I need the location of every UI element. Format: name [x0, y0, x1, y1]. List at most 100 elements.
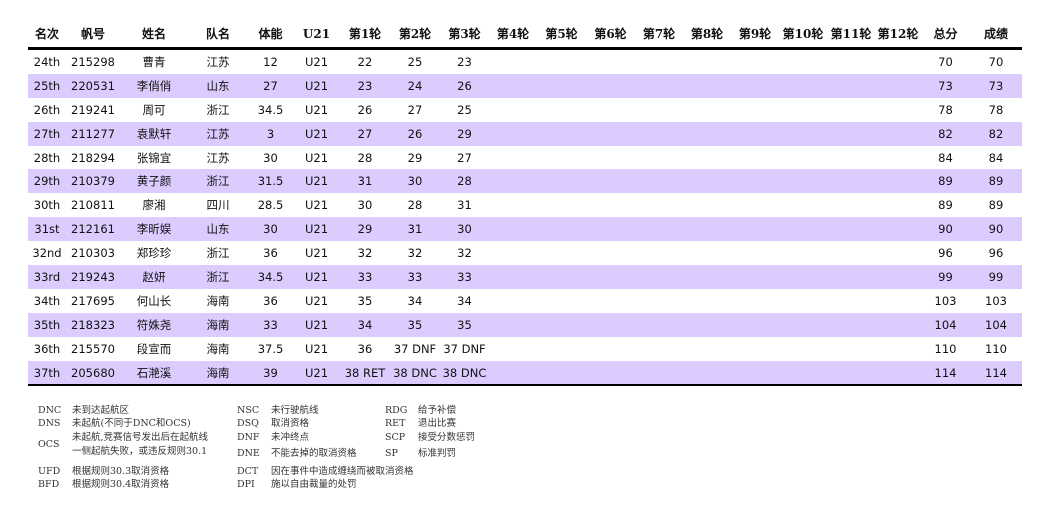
table-cell	[875, 169, 921, 194]
table-cell	[489, 193, 537, 217]
table-cell: 84	[938, 150, 953, 165]
table-cell: 31	[390, 217, 440, 242]
table-cell: U21	[304, 198, 329, 213]
table-cell	[635, 49, 683, 74]
column-header: 体能	[248, 20, 293, 50]
table-cell	[683, 265, 731, 289]
legend-text: 给予补偿	[418, 405, 457, 416]
table-cell: 30	[357, 198, 373, 213]
column-header: 第7轮	[635, 20, 683, 50]
table-cell	[779, 337, 827, 361]
table-cell: 25th	[28, 73, 66, 98]
table-cell	[489, 98, 537, 122]
table-cell	[489, 241, 537, 265]
table-cell: 114	[921, 360, 970, 387]
column-header: 第4轮	[489, 20, 537, 50]
table-cell	[683, 337, 731, 361]
table-cell: U21	[293, 265, 340, 289]
table-cell	[827, 241, 875, 265]
table-cell	[635, 217, 683, 242]
table-cell	[875, 337, 921, 361]
table-cell	[683, 98, 731, 122]
legend-text: 未起航,竞赛信号发出后在起航线	[72, 432, 209, 443]
column-header: 名次	[28, 20, 66, 50]
table-cell: U21	[304, 150, 329, 165]
table-row: 31st 212161 李昕娱 山东 30 U21 29 31 30 90 90	[28, 217, 1022, 242]
table-cell: 218294	[71, 150, 115, 165]
table-cell	[586, 265, 635, 289]
table-cell: 89	[938, 198, 953, 213]
table-cell: 江苏	[188, 121, 248, 146]
table-cell	[489, 289, 537, 313]
table-cell	[537, 98, 586, 122]
table-cell: 89	[988, 198, 1004, 213]
legend-text: 退出比赛	[418, 418, 457, 429]
table-cell: 99	[921, 265, 970, 289]
table-cell	[731, 265, 779, 289]
table-cell	[537, 265, 586, 289]
column-header: 第3轮	[440, 20, 489, 50]
table-cell: 29	[340, 217, 390, 242]
table-cell	[635, 73, 683, 98]
table-cell	[489, 265, 537, 289]
table-cell: 89	[970, 169, 1022, 194]
table-cell: 浙江	[188, 265, 248, 289]
table-cell	[489, 217, 537, 242]
table-cell: 210303	[71, 246, 115, 261]
table-cell: 何山长	[136, 293, 172, 308]
results-table: 名次 帆号 姓名 队名 体能 U21 第1轮 第2轮 第3轮 第4轮 第5轮 第6轮 第7轮 第8轮 第9轮…	[28, 20, 1022, 387]
table-cell: U21	[293, 73, 340, 98]
table-cell: 海南	[188, 312, 248, 337]
table-cell: 73	[970, 73, 1022, 98]
table-cell: 李俏俏	[120, 73, 188, 98]
table-cell: 海南	[188, 360, 248, 387]
table-cell: 73	[921, 73, 970, 98]
column-header: 帆号	[66, 20, 120, 50]
table-cell	[537, 337, 586, 361]
column-header: 第1轮	[340, 20, 390, 50]
table-row: 34th 217695 何山长 海南 36 U21 35 34 34 103 103	[28, 289, 1022, 313]
table-cell: 张锦宜	[136, 150, 172, 165]
table-cell: 33rd	[28, 265, 66, 289]
table-cell: 33	[248, 312, 293, 337]
table-cell	[489, 49, 537, 74]
table-cell	[683, 360, 731, 387]
table-cell	[827, 360, 875, 387]
table-cell: 23	[457, 54, 472, 69]
table-cell	[586, 49, 635, 74]
table-cell: 220531	[66, 73, 120, 98]
table-cell	[779, 289, 827, 313]
table-cell: 李昕娱	[120, 217, 188, 242]
table-cell	[779, 312, 827, 337]
table-cell: 114	[970, 360, 1022, 387]
table-cell: 33	[340, 265, 390, 289]
table-cell: 石滟溪	[120, 360, 188, 387]
table-cell: 89	[921, 169, 970, 194]
legend-text: 未起航(不同于DNC和OCS)	[72, 418, 191, 429]
table-cell	[731, 337, 779, 361]
table-cell	[683, 217, 731, 242]
table-cell: 38 DNC	[440, 360, 489, 387]
table-cell: 90	[970, 217, 1022, 242]
table-row: 32nd 210303 郑珍珍 浙江 36 U21 32 32 32 96 96	[28, 241, 1022, 265]
legend-code: BFD	[38, 479, 60, 490]
legend-code: DNS	[38, 418, 61, 429]
table-cell	[537, 241, 586, 265]
table-cell	[827, 73, 875, 98]
table-cell: 33	[390, 265, 440, 289]
column-header: 第6轮	[586, 20, 635, 50]
table-cell	[875, 98, 921, 122]
table-cell	[635, 360, 683, 387]
table-cell: 104	[921, 312, 970, 337]
table-cell: 35	[390, 312, 440, 337]
table-cell: 78	[988, 102, 1004, 117]
table-cell	[875, 217, 921, 242]
table-cell: 219241	[71, 102, 115, 117]
table-cell: 35	[357, 293, 373, 308]
table-cell: 25	[407, 54, 423, 69]
table-cell: U21	[293, 312, 340, 337]
table-cell	[683, 121, 731, 146]
table-cell	[827, 217, 875, 242]
table-cell	[586, 146, 635, 170]
table-cell	[875, 360, 921, 387]
